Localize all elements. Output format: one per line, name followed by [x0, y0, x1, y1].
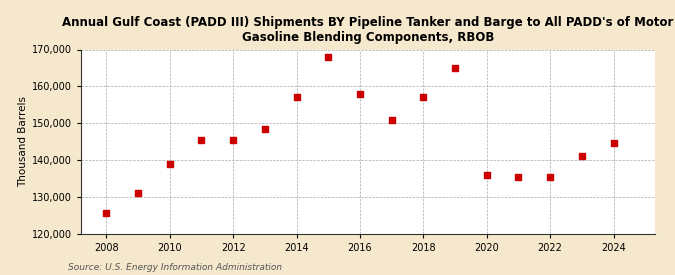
Point: [450, 66, 460, 70]
Point: [545, 174, 556, 179]
Point: [323, 55, 333, 59]
Point: [227, 138, 238, 142]
Point: [386, 117, 397, 122]
Point: [576, 154, 587, 159]
Point: [196, 138, 207, 142]
Point: [608, 141, 619, 146]
Title: Annual Gulf Coast (PADD III) Shipments BY Pipeline Tanker and Barge to All PADD': Annual Gulf Coast (PADD III) Shipments B…: [62, 16, 674, 44]
Point: [291, 95, 302, 100]
Point: [481, 173, 492, 177]
Point: [164, 161, 175, 166]
Point: [513, 174, 524, 179]
Point: [354, 92, 365, 96]
Point: [133, 191, 144, 196]
Point: [259, 126, 270, 131]
Y-axis label: Thousand Barrels: Thousand Barrels: [18, 96, 28, 187]
Point: [418, 95, 429, 100]
Point: [101, 211, 112, 216]
Text: Source: U.S. Energy Information Administration: Source: U.S. Energy Information Administ…: [68, 263, 281, 272]
